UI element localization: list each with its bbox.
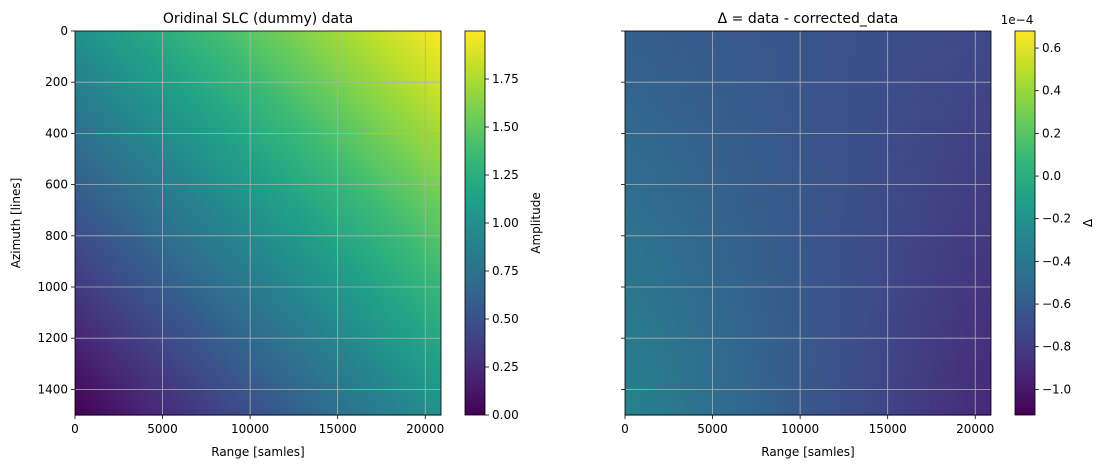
- amplitude-y-tick-label: 1400: [37, 382, 68, 396]
- amplitude-title: Oridinal SLC (dummy) data: [163, 11, 353, 27]
- amplitude-y-axis-label: Azimuth [lines]: [9, 178, 23, 269]
- delta-title: Δ = data - corrected_data: [718, 11, 899, 27]
- amplitude-x-tick-label: 15000: [319, 422, 357, 436]
- amplitude-colorbar-tick-label: 1.75: [492, 72, 519, 86]
- delta-colorbar-tick-label: 0.6: [1042, 41, 1061, 55]
- amplitude-y-tick-label: 0: [60, 24, 68, 38]
- delta-colorbar-tick-label: 0.0: [1042, 169, 1061, 183]
- amplitude-y-tick-label: 600: [45, 178, 68, 192]
- delta-colorbar-tick-label: −0.6: [1042, 297, 1071, 311]
- delta-x-tick-label: 10000: [781, 422, 819, 436]
- delta-colorbar-label: Δ: [1081, 218, 1095, 227]
- amplitude-colorbar-tick-label: 0.50: [492, 312, 519, 326]
- delta-colorbar-tick-label: −0.2: [1042, 212, 1071, 226]
- delta-x-tick-label: 15000: [869, 422, 907, 436]
- amplitude-colorbar: 0.00 0.25 0.50 0.75 1.00 1.25 1.50 1.75 Amplitu…: [464, 30, 543, 422]
- delta-colorbar-tick-label: 0.2: [1042, 126, 1061, 140]
- delta-colorbar-tick-label: 0.4: [1042, 84, 1061, 98]
- amplitude-x-tick-label: 10000: [231, 422, 269, 436]
- delta-x-tick-label: 0: [621, 422, 629, 436]
- amplitude-colorbar-tick-label: 1.00: [492, 216, 519, 230]
- delta-x-axis-label: Range [samles]: [761, 445, 854, 459]
- delta-colorbar-tick-label: −0.4: [1042, 254, 1071, 268]
- amplitude-colorbar-gradient: [464, 30, 486, 416]
- delta-x-tick-label: 5000: [697, 422, 728, 436]
- amplitude-colorbar-tick-label: 0.25: [492, 360, 519, 374]
- delta-heatmap-rows: [625, 31, 991, 416]
- amplitude-x-axis-label: Range [samles]: [211, 445, 304, 459]
- delta-colorbar-gradient: [1014, 30, 1036, 416]
- amplitude-y-tick-label: 200: [45, 75, 68, 89]
- delta-plot-frame: [624, 30, 992, 416]
- amplitude-y-tick-label: 1200: [37, 331, 68, 345]
- amplitude-y-tick-label: 800: [45, 229, 68, 243]
- amplitude-x-tick-label: 5000: [147, 422, 178, 436]
- amplitude-colorbar-tick-label: 1.50: [492, 120, 519, 134]
- delta-x-tick-label: 20000: [956, 422, 994, 436]
- delta-colorbar-scale-label: 1e−4: [1001, 13, 1034, 27]
- delta-panel: Δ = data - corrected_data 0 5000 10000 1500…: [621, 11, 994, 459]
- amplitude-plot-frame: [74, 30, 442, 416]
- amplitude-colorbar-label: Amplitude: [529, 192, 543, 254]
- amplitude-colorbar-tick-label: 0.75: [492, 264, 519, 278]
- amplitude-x-tick-label: 20000: [406, 422, 444, 436]
- amplitude-x-tick-label: 0: [71, 422, 79, 436]
- delta-colorbar: 1e−4 0.6 0.4 0.2 0.0 −0.2 −0.4 −0.6 −0.8 −1.0 Δ: [1001, 13, 1095, 416]
- amplitude-colorbar-tick-label: 1.25: [492, 168, 519, 182]
- amplitude-heatmap-rows: [75, 31, 441, 416]
- delta-colorbar-tick-label: −0.8: [1042, 340, 1071, 354]
- delta-colorbar-tick-label: −1.0: [1042, 382, 1071, 396]
- amplitude-panel: Oridinal SLC (dummy) data 0 5000 10000 1500…: [9, 11, 444, 459]
- amplitude-colorbar-tick-label: 0.00: [492, 408, 519, 422]
- amplitude-y-tick-label: 1000: [37, 280, 68, 294]
- amplitude-y-tick-label: 400: [45, 126, 68, 140]
